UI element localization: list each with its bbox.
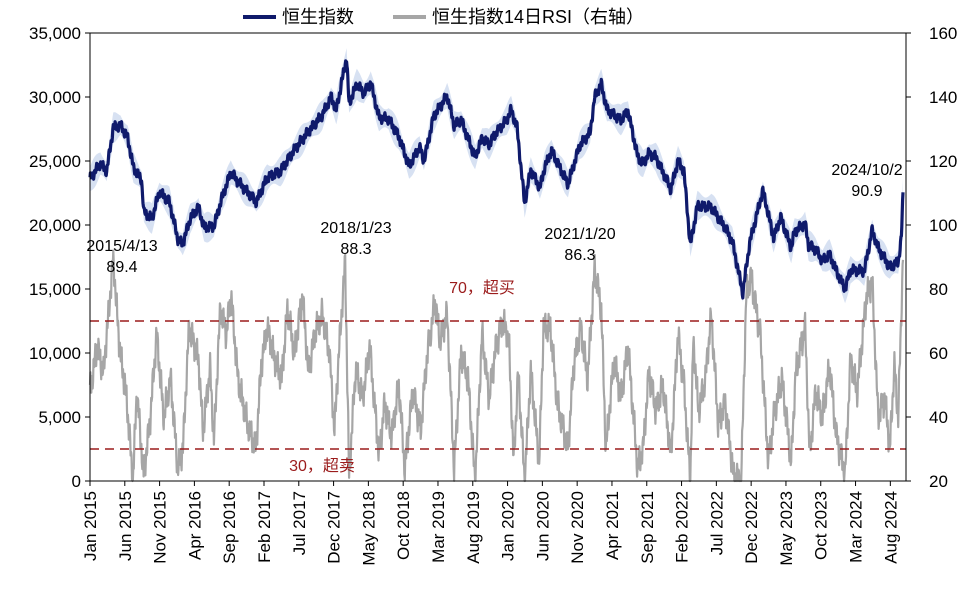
axes: 0 5,000 10,000 15,000 20,000 25,000 30,000 35,0… <box>29 24 957 566</box>
annotations: 2015/4/13 89.4 2018/1/23 88.3 2021/1/20 86.3 2… <box>86 162 902 276</box>
x-axis-label: Aug 2024 <box>881 491 900 564</box>
annotation-value: 90.9 <box>851 183 882 200</box>
left-axis-label: 10,000 <box>29 344 81 363</box>
left-axis-label: 0 <box>72 472 81 491</box>
x-axis-label: Nov 2020 <box>568 491 587 564</box>
right-axis-label: 100 <box>929 216 957 235</box>
x-axis-label: Mar 2024 <box>847 491 866 563</box>
reference-lines: 70，超买 30，超卖 <box>90 279 906 475</box>
annotation-date: 2018/1/23 <box>320 220 391 237</box>
x-axis-label: Jan 2020 <box>499 491 518 561</box>
right-axis-label: 120 <box>929 152 957 171</box>
annotation-value: 86.3 <box>564 247 595 264</box>
x-axis-label: Apr 2021 <box>603 491 622 560</box>
right-axis-label: 60 <box>929 344 948 363</box>
x-axis-label: May 2023 <box>777 491 796 566</box>
x-axis-label: Oct 2023 <box>812 491 831 560</box>
annotation-value: 88.3 <box>340 241 371 258</box>
right-axis-label: 140 <box>929 88 957 107</box>
left-axis-label: 25,000 <box>29 152 81 171</box>
x-axis-label: Jun 2020 <box>533 491 552 561</box>
x-axis-label: Jan 2015 <box>81 491 100 561</box>
annotation-value: 89.4 <box>106 259 137 276</box>
left-axis-label: 15,000 <box>29 280 81 299</box>
left-axis-label: 35,000 <box>29 24 81 43</box>
right-axis-label: 40 <box>929 408 948 427</box>
x-axis-label: Dec 2022 <box>742 491 761 564</box>
right-axis-label: 20 <box>929 472 948 491</box>
x-axis-label: Mar 2019 <box>429 491 448 563</box>
right-axis-label: 80 <box>929 280 948 299</box>
x-axis-label: Jul 2022 <box>707 491 726 555</box>
x-axis-label: Apr 2016 <box>185 491 204 560</box>
hsi-volatility-band <box>90 48 903 304</box>
x-axis-label: Sep 2021 <box>638 491 657 564</box>
left-axis-label: 5,000 <box>38 408 81 427</box>
x-axis-label: Nov 2015 <box>151 491 170 564</box>
x-axis-label: Sep 2016 <box>220 491 239 564</box>
x-axis-label: Dec 2017 <box>325 491 344 564</box>
reference-label-70: 70，超买 <box>449 279 515 297</box>
left-axis-label: 20,000 <box>29 216 81 235</box>
annotation-date: 2024/10/2 <box>831 162 902 179</box>
hsi-series-layer <box>88 59 905 300</box>
x-axis-label: Oct 2018 <box>394 491 413 560</box>
legend-label-rsi: 恒生指数14日RSI（右轴） <box>432 7 644 27</box>
legend: 恒生指数 恒生指数14日RSI（右轴） <box>243 7 644 27</box>
hsi-band-layer <box>90 48 903 304</box>
x-axis-label: Feb 2022 <box>673 491 692 563</box>
left-axis-label: 30,000 <box>29 88 81 107</box>
annotation-date: 2021/1/20 <box>544 226 615 243</box>
x-axis-label: Aug 2019 <box>464 491 483 564</box>
rsi-line <box>88 249 905 483</box>
reference-label-30: 30，超卖 <box>289 457 355 475</box>
hsi-line <box>88 59 905 300</box>
x-axis-label: May 2018 <box>359 491 378 566</box>
rsi-series-layer <box>88 249 905 483</box>
legend-label-hsi: 恒生指数 <box>282 7 354 27</box>
annotation-date: 2015/4/13 <box>86 238 157 255</box>
x-axis-label: Feb 2017 <box>255 491 274 563</box>
x-axis-label: Jul 2017 <box>290 491 309 555</box>
right-axis-label: 160 <box>929 24 957 43</box>
plot-frame <box>89 32 907 482</box>
x-axis-label: Jun 2015 <box>116 491 135 561</box>
